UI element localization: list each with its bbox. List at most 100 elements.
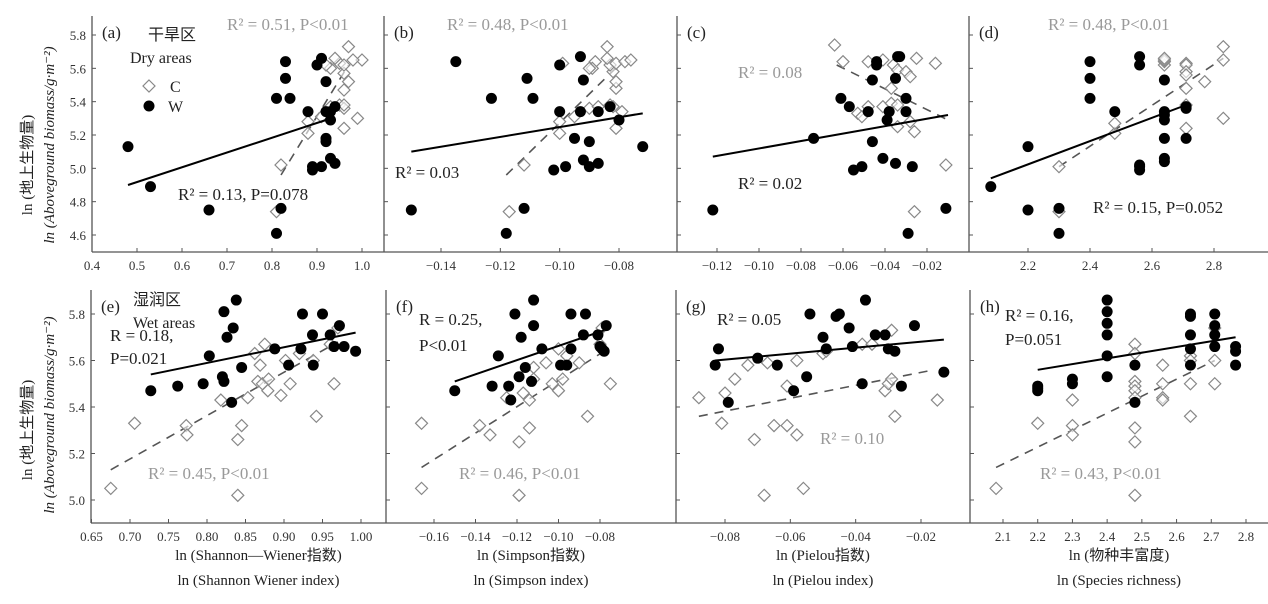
x-tick-label: −0.14 bbox=[460, 529, 491, 544]
x-tick-label: 2.2 bbox=[1020, 258, 1036, 273]
x-tick-label: −0.06 bbox=[828, 258, 859, 273]
point-w bbox=[820, 343, 832, 355]
point-w bbox=[316, 52, 327, 64]
point-w bbox=[788, 385, 800, 397]
point-c bbox=[1207, 376, 1222, 391]
point-w bbox=[509, 308, 521, 320]
y-tick-label: 5.2 bbox=[70, 128, 86, 143]
point-w bbox=[592, 157, 604, 169]
x-tick-label: 2.6 bbox=[1168, 529, 1185, 544]
point-c bbox=[230, 488, 245, 503]
fit-line-C bbox=[421, 350, 605, 469]
point-c bbox=[240, 390, 255, 405]
point-w bbox=[203, 350, 215, 362]
series-C bbox=[827, 38, 953, 219]
point-c bbox=[767, 418, 781, 433]
x-tick-label: 2.8 bbox=[1238, 529, 1254, 544]
panel-a: 0.4 0.5 0.6 0.7 0.8 0.9 1.0 4.6 4.8 5.0 5.2 5.4 5.6 5… bbox=[70, 15, 384, 273]
point-w bbox=[500, 227, 512, 239]
point-w bbox=[752, 352, 764, 364]
point-w bbox=[450, 56, 462, 68]
point-c bbox=[337, 121, 351, 136]
panel-label: (g) bbox=[686, 297, 706, 316]
point-c bbox=[1065, 393, 1080, 407]
point-w bbox=[226, 396, 238, 408]
point-w bbox=[569, 132, 580, 144]
x-tick-label: 0.85 bbox=[234, 529, 257, 544]
point-w bbox=[1184, 359, 1196, 371]
stat-annotation: P=0.021 bbox=[110, 349, 167, 368]
point-c bbox=[337, 58, 351, 72]
point-w bbox=[1209, 308, 1221, 320]
point-c bbox=[1155, 393, 1170, 407]
point-w bbox=[856, 378, 868, 390]
fit-line-C bbox=[995, 359, 1216, 469]
point-c bbox=[472, 418, 487, 433]
point-c bbox=[907, 204, 922, 219]
stat-annotation: R² = 0.43, P<0.01 bbox=[1040, 464, 1162, 483]
point-w bbox=[221, 331, 233, 343]
point-c bbox=[939, 158, 953, 172]
point-w bbox=[526, 375, 538, 387]
fit-line-W bbox=[150, 331, 356, 376]
point-w bbox=[1180, 102, 1192, 114]
panel-label: (f) bbox=[396, 297, 413, 316]
point-w bbox=[598, 345, 610, 357]
point-c bbox=[903, 69, 918, 84]
panel-f: −0.16 −0.14 −0.12 −0.10 −0.08 (f) R = 0.25, P<0… bbox=[385, 290, 676, 589]
point-c bbox=[757, 488, 772, 503]
point-c bbox=[580, 409, 595, 424]
panel-h: 2.1 2.2 2.3 2.4 2.5 2.6 2.7 2.8 (h) R² = 0.16, P=0… bbox=[969, 290, 1268, 589]
point-w bbox=[604, 101, 616, 113]
point-c bbox=[928, 56, 943, 71]
stat-annotation: R² = 0.48, P<0.01 bbox=[447, 15, 569, 34]
point-w bbox=[895, 380, 907, 392]
point-w bbox=[1230, 359, 1242, 371]
point-w bbox=[817, 331, 829, 343]
point-w bbox=[804, 308, 816, 320]
x-axis-title-en: ln (Species richness) bbox=[1057, 573, 1181, 589]
y-title-en: ln (Aboveground biomass/g·m⁻²) bbox=[42, 316, 58, 513]
point-w bbox=[405, 204, 417, 216]
point-c bbox=[624, 53, 638, 67]
point-w bbox=[521, 72, 533, 84]
stat-annotation: R² = 0.46, P<0.01 bbox=[459, 464, 581, 483]
point-c bbox=[350, 111, 365, 126]
y-tick-label: 5.0 bbox=[69, 493, 85, 508]
point-c bbox=[890, 98, 905, 112]
point-w bbox=[835, 92, 847, 104]
point-w bbox=[1184, 329, 1196, 341]
point-c bbox=[1128, 488, 1142, 503]
series-W bbox=[405, 51, 649, 239]
point-w bbox=[1134, 51, 1146, 63]
x-tick-label: −0.12 bbox=[502, 529, 532, 544]
point-w bbox=[1134, 159, 1146, 171]
point-w bbox=[295, 343, 307, 355]
panel-e: 0.65 0.70 0.75 0.80 0.85 0.90 0.95 1.00 5.0 5.2 5.… bbox=[69, 290, 386, 589]
point-c bbox=[214, 393, 228, 407]
point-w bbox=[503, 380, 515, 392]
point-c bbox=[600, 39, 614, 54]
point-w bbox=[583, 136, 595, 148]
point-w bbox=[613, 114, 625, 126]
point-w bbox=[862, 106, 874, 118]
stat-annotation: R² = 0.16, bbox=[1005, 306, 1074, 325]
y-axis-title-bottom: ln (地上生物量) ln (Aboveground biomass/g·m⁻²… bbox=[19, 316, 58, 513]
point-w bbox=[513, 371, 525, 383]
point-w bbox=[561, 359, 573, 371]
point-w bbox=[317, 308, 328, 320]
legend-label-c: C bbox=[170, 79, 181, 96]
point-w bbox=[801, 371, 813, 383]
point-w bbox=[1230, 345, 1242, 357]
point-c bbox=[539, 355, 553, 370]
x-tick-label: 0.7 bbox=[219, 258, 236, 273]
point-c bbox=[1183, 409, 1198, 424]
point-w bbox=[1032, 385, 1044, 397]
x-tick-label: −0.02 bbox=[906, 529, 936, 544]
y-tick-label: 5.0 bbox=[70, 161, 86, 176]
point-w bbox=[1066, 378, 1078, 390]
point-c bbox=[1207, 353, 1222, 368]
point-w bbox=[846, 341, 858, 353]
series-C bbox=[692, 323, 945, 503]
point-w bbox=[902, 227, 914, 239]
